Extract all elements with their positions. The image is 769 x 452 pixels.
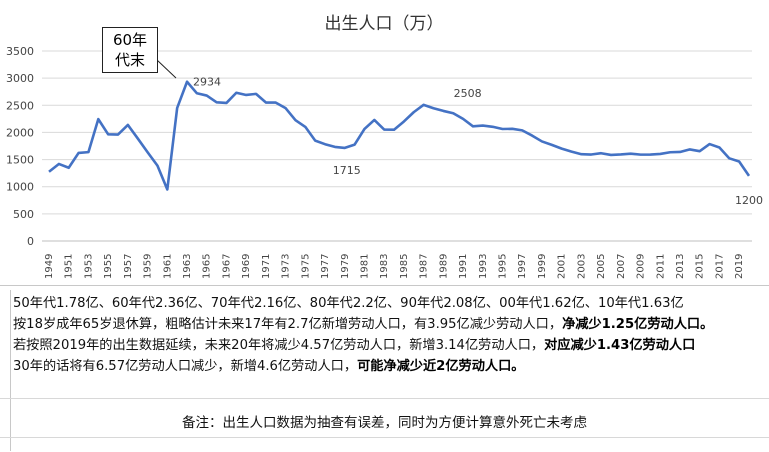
gridlines <box>42 50 752 242</box>
y-tick-label: 3500 <box>6 45 34 58</box>
x-tick-label: 1987 <box>419 254 430 279</box>
data-label-1987: 2508 <box>454 87 482 100</box>
summary-30-years-text: 30年的话将有6.57亿劳动人口减少，新增4.6亿劳动人口， <box>13 359 358 374</box>
data-label-1979: 1715 <box>333 164 361 177</box>
birth-population-chart: 出生人口（万） 0 500 1000 1500 2000 2500 3000 3500 194… <box>6 14 763 279</box>
x-tick-label: 2003 <box>576 254 587 279</box>
summary-line-30-years: 30年的话将有6.57亿劳动人口减少，新增4.6亿劳动人口，可能净减少近2亿劳动… <box>13 357 525 377</box>
callout-leader <box>156 59 177 79</box>
x-tick-label: 1989 <box>438 254 449 279</box>
x-tick-label: 2015 <box>695 254 706 279</box>
x-tick-label: 1997 <box>517 254 528 279</box>
x-tick-label: 1973 <box>281 254 292 279</box>
x-tick-label: 1957 <box>123 254 134 279</box>
x-tick-label: 1993 <box>478 254 489 279</box>
x-tick-label: 2013 <box>675 254 686 279</box>
x-tick-label: 1955 <box>103 254 114 279</box>
y-tick-label: 3000 <box>6 72 34 85</box>
x-tick-label: 2019 <box>734 254 745 279</box>
x-tick-label: 1961 <box>162 254 173 279</box>
data-label-1963: 2934 <box>193 76 221 89</box>
x-axis-ticks: 1949 1951 1953 1955 1957 1959 1961 1963 1965 1967… <box>44 254 745 279</box>
summary-17-years-bold: 净减少1.25亿劳动人口。 <box>562 317 714 332</box>
summary-30-years-bold: 可能净减少近2亿劳动人口。 <box>357 359 525 374</box>
data-label-2020: 1200 <box>735 194 763 207</box>
x-tick-label: 1969 <box>241 254 252 279</box>
data-labels: 2934 1715 2508 1200 <box>193 76 763 207</box>
summary-line-17-years: 按18岁成年65岁退休算，粗略估计未来17年有2.7亿新增劳动人口，有3.95亿… <box>13 315 713 335</box>
summary-17-years-text: 按18岁成年65岁退休算，粗略估计未来17年有2.7亿新增劳动人口，有3.95亿… <box>13 317 563 332</box>
summary-panel <box>0 285 769 452</box>
annotation-line-2: 代末 <box>114 51 145 69</box>
x-tick-label: 2017 <box>714 254 725 279</box>
x-tick-label: 2001 <box>557 254 568 279</box>
birth-series-line <box>48 80 751 191</box>
x-tick-label: 1953 <box>83 254 94 279</box>
y-axis-ticks: 0 500 1000 1500 2000 2500 3000 3500 <box>6 45 34 248</box>
x-tick-label: 1977 <box>320 254 331 279</box>
x-tick-label: 2011 <box>655 254 666 279</box>
footnote: 备注：出生人口数据为抽查有误差，同时为方便计算意外死亡未考虑 <box>182 415 587 431</box>
y-tick-label: 2000 <box>6 126 34 139</box>
x-tick-label: 1949 <box>44 254 55 279</box>
note-divider-bottom <box>0 437 769 438</box>
x-tick-label: 1991 <box>458 254 469 279</box>
y-tick-label: 1000 <box>6 181 34 194</box>
x-tick-label: 2007 <box>616 254 627 279</box>
x-tick-label: 1983 <box>379 254 390 279</box>
x-tick-label: 1963 <box>182 254 193 279</box>
x-tick-label: 1967 <box>221 254 232 279</box>
x-tick-label: 1979 <box>340 254 351 279</box>
x-tick-label: 1975 <box>300 254 311 279</box>
summary-20-years-text: 若按照2019年的出生数据延续，未来20年将减少4.57亿劳动人口，新增3.14… <box>13 338 545 353</box>
note-divider-top <box>0 398 769 399</box>
x-tick-label: 1959 <box>143 254 154 279</box>
x-tick-label: 1971 <box>261 254 272 279</box>
annotation-line-1: 60年 <box>112 31 148 49</box>
summary-20-years-bold: 对应减少1.43亿劳动人口 <box>544 338 696 353</box>
x-tick-label: 1995 <box>498 254 509 279</box>
x-tick-label: 1999 <box>537 254 548 279</box>
x-tick-label: 1965 <box>202 254 213 279</box>
x-tick-label: 1951 <box>64 254 75 279</box>
summary-line-decades: 50年代1.78亿、60年代2.36亿、70年代2.16亿、80年代2.2亿、9… <box>13 294 684 314</box>
panel-left-rule <box>10 290 11 451</box>
x-tick-label: 2005 <box>596 254 607 279</box>
x-tick-label: 2009 <box>636 254 647 279</box>
summary-line-20-years: 若按照2019年的出生数据延续，未来20年将减少4.57亿劳动人口，新增3.14… <box>13 336 695 356</box>
y-tick-label: 0 <box>27 235 34 248</box>
y-tick-label: 2500 <box>6 99 34 112</box>
summary-decades-text: 50年代1.78亿、60年代2.36亿、70年代2.16亿、80年代2.2亿、9… <box>13 296 684 311</box>
y-tick-label: 1500 <box>6 154 34 167</box>
y-tick-label: 500 <box>13 208 34 221</box>
chart-title: 出生人口（万） <box>325 14 444 34</box>
annotation-60s-end: 60年 代末 <box>102 27 158 73</box>
x-tick-label: 1985 <box>399 254 410 279</box>
x-tick-label: 1981 <box>359 254 370 279</box>
